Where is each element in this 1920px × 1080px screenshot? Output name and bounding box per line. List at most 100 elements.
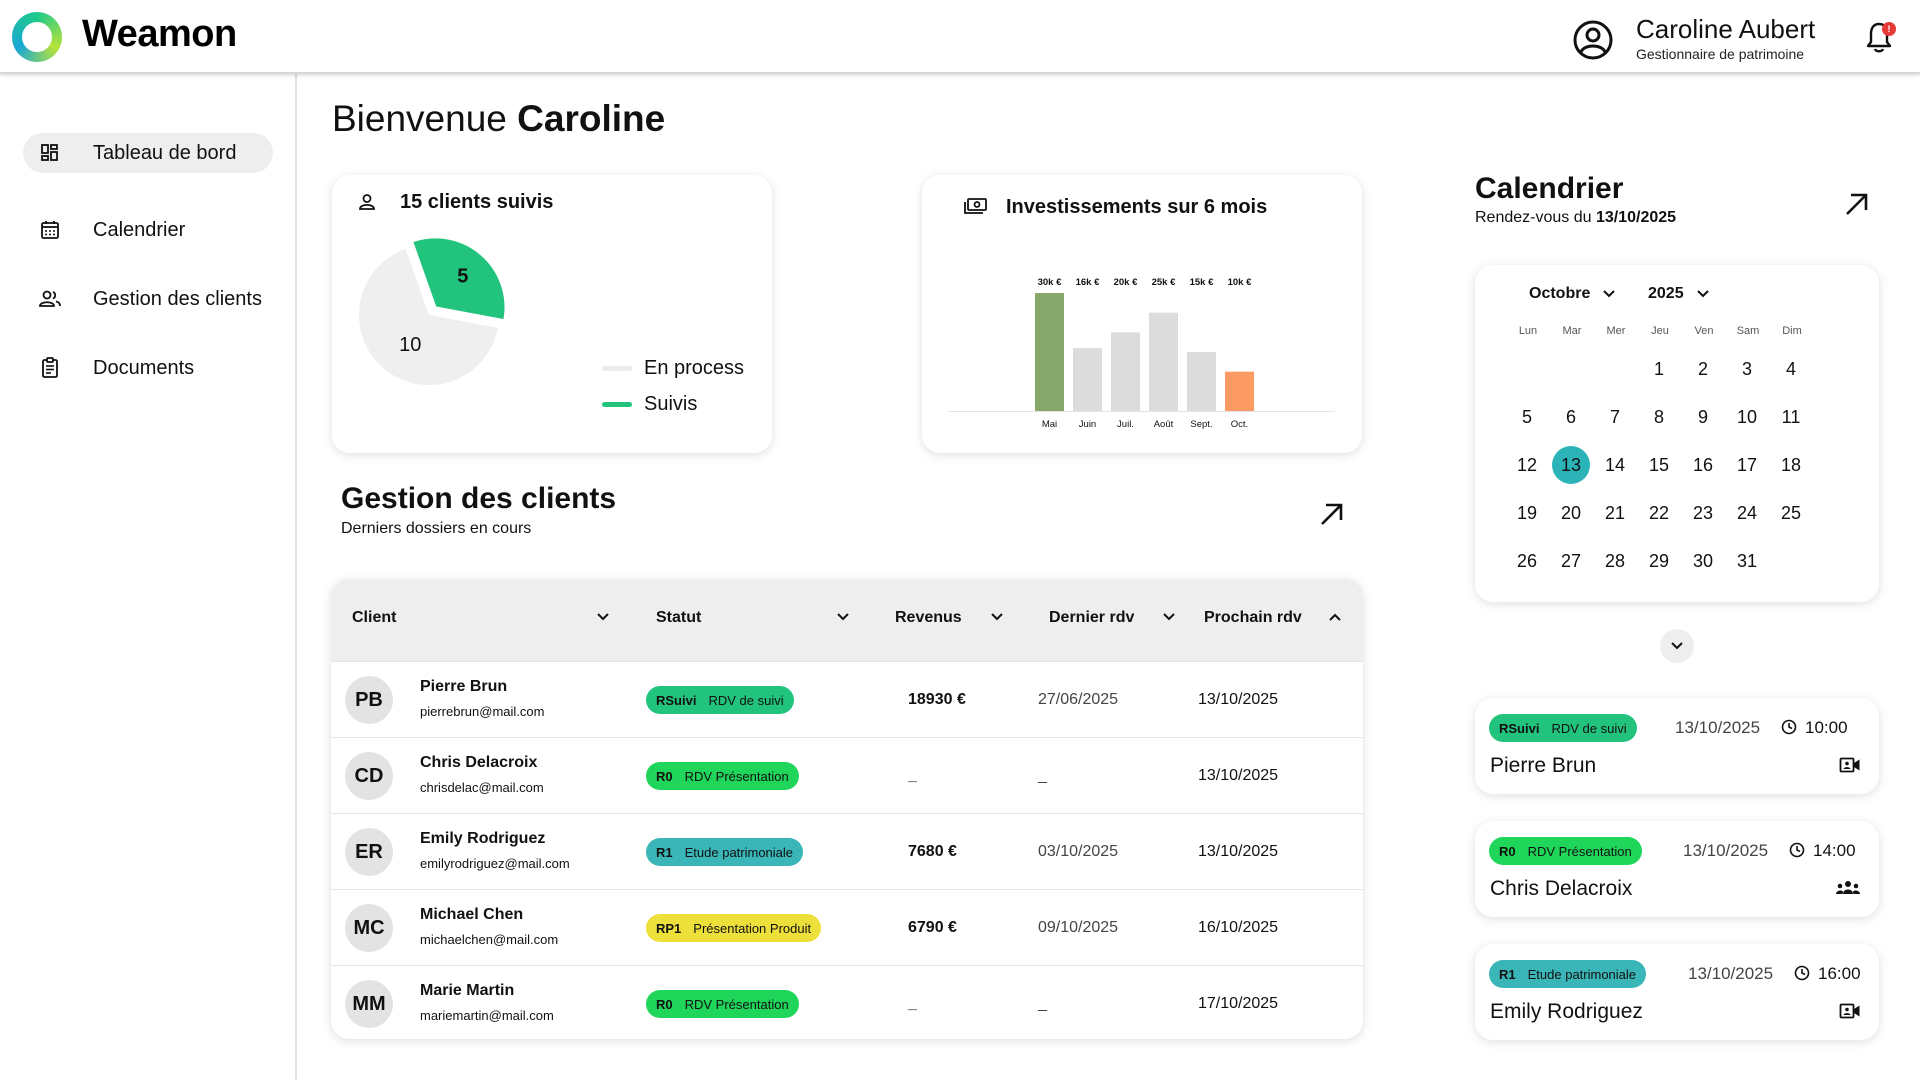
legend-item-suivis: Suivis: [602, 393, 697, 416]
month-select[interactable]: Octobre: [1529, 285, 1616, 303]
clients-pie-chart: 5 10: [359, 236, 507, 385]
calendar-title: Calendrier: [1475, 172, 1624, 205]
calendar-day[interactable]: 27: [1560, 551, 1582, 571]
clients-summary-card: 5 10 15 clients suivis En process Suivis: [332, 175, 772, 453]
user-account-icon[interactable]: [1572, 19, 1614, 61]
column-label: Statut: [656, 609, 702, 626]
calendar-day[interactable]: 30: [1692, 551, 1714, 571]
status-code: R0: [656, 768, 673, 784]
pie-value-label-en-process: 10: [399, 334, 421, 356]
table-row[interactable]: CD Chris Delacroix chrisdelac@mail.com R…: [331, 737, 1363, 813]
client-email: michaelchen@mail.com: [420, 932, 559, 947]
calendar-day[interactable]: 1: [1653, 359, 1664, 379]
clients-table: Client Statut Revenus Dernier rdv Procha…: [331, 579, 1363, 1039]
dashboard-icon: [37, 140, 63, 166]
chevron-down-icon[interactable]: [836, 612, 850, 622]
pie-slice-en-process: [359, 249, 498, 385]
table-row[interactable]: MM Marie Martin mariemartin@mail.com R0 …: [331, 965, 1363, 1039]
calendar-day[interactable]: 9: [1697, 407, 1708, 427]
calendar-day[interactable]: 15: [1648, 455, 1670, 475]
calendar-day[interactable]: 20: [1560, 503, 1582, 523]
investments-card: Investissements sur 6 mois 30k € Mai 16k €…: [922, 175, 1362, 453]
calendar-day[interactable]: 31: [1736, 551, 1758, 571]
year-select-value: 2025: [1648, 285, 1684, 302]
column-header-client[interactable]: Client: [352, 609, 396, 627]
column-label: Prochain rdv: [1204, 609, 1302, 626]
appointment-card[interactable]: R1 Etude patrimoniale 13/10/2025 16:00 E…: [1475, 944, 1879, 1040]
weekday-label: Mer: [1606, 325, 1626, 337]
status-badge: R0 RDV Présentation: [1489, 837, 1642, 865]
calendar-day[interactable]: 7: [1609, 407, 1620, 427]
chevron-down-icon[interactable]: [1162, 612, 1176, 622]
sidebar-item-calendar[interactable]: Calendrier: [23, 210, 273, 250]
calendar-day[interactable]: 28: [1604, 551, 1626, 571]
client-name: Pierre Brun: [420, 678, 508, 695]
bar-value-label: 10k €: [1228, 277, 1252, 288]
calendar-day[interactable]: 24: [1736, 503, 1758, 523]
calendar-day[interactable]: 16: [1692, 455, 1714, 475]
app-name[interactable]: Weamon: [82, 13, 237, 55]
chevron-down-icon[interactable]: [596, 612, 610, 622]
appointment-time: 14:00: [1813, 841, 1856, 860]
calendar-day[interactable]: 4: [1785, 359, 1796, 379]
column-header-dernier-rdv[interactable]: Dernier rdv: [1049, 609, 1134, 627]
column-header-statut[interactable]: Statut: [656, 609, 701, 627]
appointment-card[interactable]: R0 RDV Présentation 13/10/2025 14:00 Chr…: [1475, 821, 1879, 917]
status-label: RDV Présentation: [684, 768, 789, 784]
last-meeting-date: 09/10/2025: [1038, 919, 1119, 936]
meeting-group-icon[interactable]: [1835, 879, 1861, 897]
status-label: RDV Présentation: [684, 996, 789, 1012]
open-clients-arrow-icon[interactable]: [1318, 500, 1346, 528]
client-name: Chris Delacroix: [420, 754, 538, 771]
bar-category-label: Juil.: [1117, 419, 1134, 430]
status-code: R0: [1499, 843, 1516, 859]
video-icon[interactable]: [1839, 756, 1861, 774]
calendar-subtitle-prefix: Rendez-vous du: [1475, 209, 1592, 226]
calendar-day[interactable]: 23: [1692, 503, 1714, 523]
chevron-up-icon[interactable]: [1328, 612, 1342, 622]
sidebar-item-dashboard[interactable]: Tableau de bord: [23, 133, 273, 173]
table-row[interactable]: MC Michael Chen michaelchen@mail.com RP1…: [331, 889, 1363, 965]
open-calendar-arrow-icon[interactable]: [1843, 190, 1871, 218]
sidebar-item-label: Documents: [93, 356, 195, 379]
status-code: R1: [1499, 966, 1516, 982]
calendar-day[interactable]: 11: [1781, 407, 1801, 427]
year-select[interactable]: 2025: [1648, 285, 1710, 303]
calendar-day[interactable]: 26: [1516, 551, 1538, 571]
appointment-date: 13/10/2025: [1675, 718, 1761, 737]
avatar: MC: [345, 904, 393, 952]
calendar-day[interactable]: 25: [1780, 503, 1802, 523]
calendar-day[interactable]: 22: [1648, 503, 1670, 523]
calendar-day[interactable]: 19: [1516, 503, 1538, 523]
calendar-day[interactable]: 6: [1565, 407, 1576, 427]
calendar-day[interactable]: 10: [1736, 407, 1758, 427]
calendar-day[interactable]: 12: [1516, 455, 1538, 475]
expand-calendar-button[interactable]: [1660, 629, 1694, 663]
bar-value-label: 25k €: [1152, 277, 1176, 288]
bar-category-label: Sept.: [1190, 419, 1212, 430]
calendar-day[interactable]: 17: [1736, 455, 1758, 475]
calendar-day[interactable]: 18: [1780, 455, 1802, 475]
weamon-logo-icon[interactable]: [12, 12, 62, 62]
chevron-down-icon[interactable]: [990, 612, 1004, 622]
calendar-day[interactable]: 5: [1521, 407, 1532, 427]
calendar-day[interactable]: 3: [1741, 359, 1752, 379]
calendar-day-selected[interactable]: 13: [1552, 446, 1590, 484]
calendar-day[interactable]: 8: [1653, 407, 1664, 427]
column-header-revenus[interactable]: Revenus: [895, 609, 962, 627]
calendar-day[interactable]: 29: [1648, 551, 1670, 571]
table-row[interactable]: ER Emily Rodriguez emilyrodriguez@mail.c…: [331, 813, 1363, 889]
appointment-time: 16:00: [1818, 964, 1861, 983]
bar-value-label: 15k €: [1190, 277, 1214, 288]
table-row[interactable]: PB Pierre Brun pierrebrun@mail.com RSuiv…: [331, 661, 1363, 737]
sidebar-item-clients[interactable]: Gestion des clients: [23, 279, 273, 319]
appointment-client-name: Chris Delacroix: [1490, 877, 1633, 900]
calendar-day[interactable]: 14: [1604, 455, 1626, 475]
calendar-day[interactable]: 2: [1697, 359, 1708, 379]
revenue-value: _: [908, 767, 917, 784]
video-icon[interactable]: [1839, 1002, 1861, 1020]
sidebar-item-documents[interactable]: Documents: [23, 348, 273, 388]
appointment-card[interactable]: RSuivi RDV de suivi 13/10/2025 10:00 Pie…: [1475, 698, 1879, 794]
column-header-prochain-rdv[interactable]: Prochain rdv: [1204, 609, 1302, 627]
calendar-day[interactable]: 21: [1604, 503, 1626, 523]
